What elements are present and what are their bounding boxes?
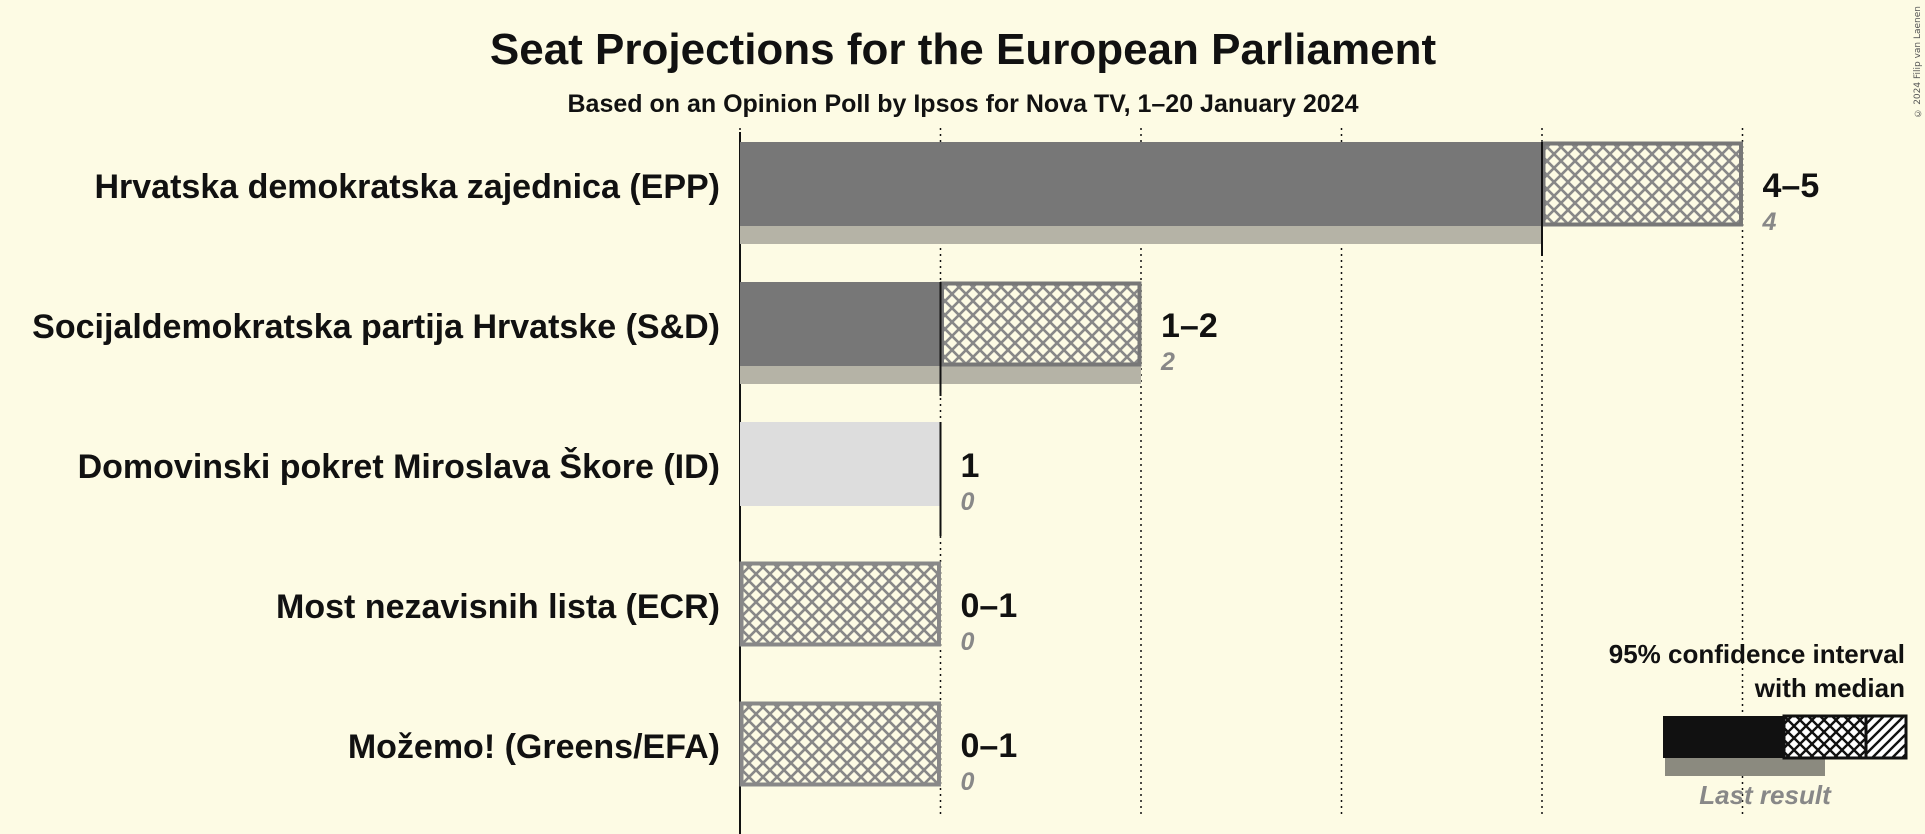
copyright-notice: © 2024 Filip van Laenen (1913, 6, 1923, 118)
range-label: 0–1 (961, 587, 1018, 625)
range-label: 1 (961, 447, 980, 485)
legend-ci-swatch (1782, 714, 1868, 760)
median-bar (740, 142, 1542, 226)
last-result-label: 0 (961, 768, 975, 796)
party-label: Domovinski pokret Miroslava Škore (ID) (78, 447, 720, 486)
legend-ci-line2: with median (1754, 673, 1905, 703)
legend: 95% confidence interval with median Last… (1609, 639, 1908, 810)
last-result-label: 4 (1762, 208, 1777, 236)
ci-bar (739, 561, 941, 647)
last-result-label: 0 (961, 488, 975, 516)
party-label: Možemo! (Greens/EFA) (348, 728, 720, 766)
range-label: 1–2 (1161, 307, 1218, 345)
legend-median-swatch (1663, 716, 1784, 758)
legend-last-result-label: Last result (1699, 780, 1832, 810)
last-result-label: 2 (1160, 348, 1175, 376)
chart-subtitle: Based on an Opinion Poll by Ipsos for No… (567, 90, 1358, 118)
median-bar (740, 282, 941, 366)
last-result-label: 0 (961, 628, 975, 656)
ci-bar (940, 281, 1142, 367)
party-label: Hrvatska demokratska zajednica (EPP) (94, 168, 720, 206)
party-label: Most nezavisnih lista (ECR) (276, 588, 720, 626)
median-bar (740, 422, 941, 506)
ci-bar (1541, 141, 1743, 227)
legend-ci-line1: 95% confidence interval (1609, 639, 1905, 669)
chart-title: Seat Projections for the European Parlia… (490, 25, 1437, 74)
range-label: 0–1 (961, 727, 1018, 765)
legend-tail-swatch (1864, 714, 1908, 760)
labels-group: Hrvatska demokratska zajednica (EPP) 4–5 4… (32, 167, 1819, 796)
bars-group (739, 132, 1743, 834)
ci-bar (739, 701, 941, 787)
party-label: Socijaldemokratska partija Hrvatske (S&D… (32, 308, 720, 346)
range-label: 4–5 (1763, 167, 1820, 205)
